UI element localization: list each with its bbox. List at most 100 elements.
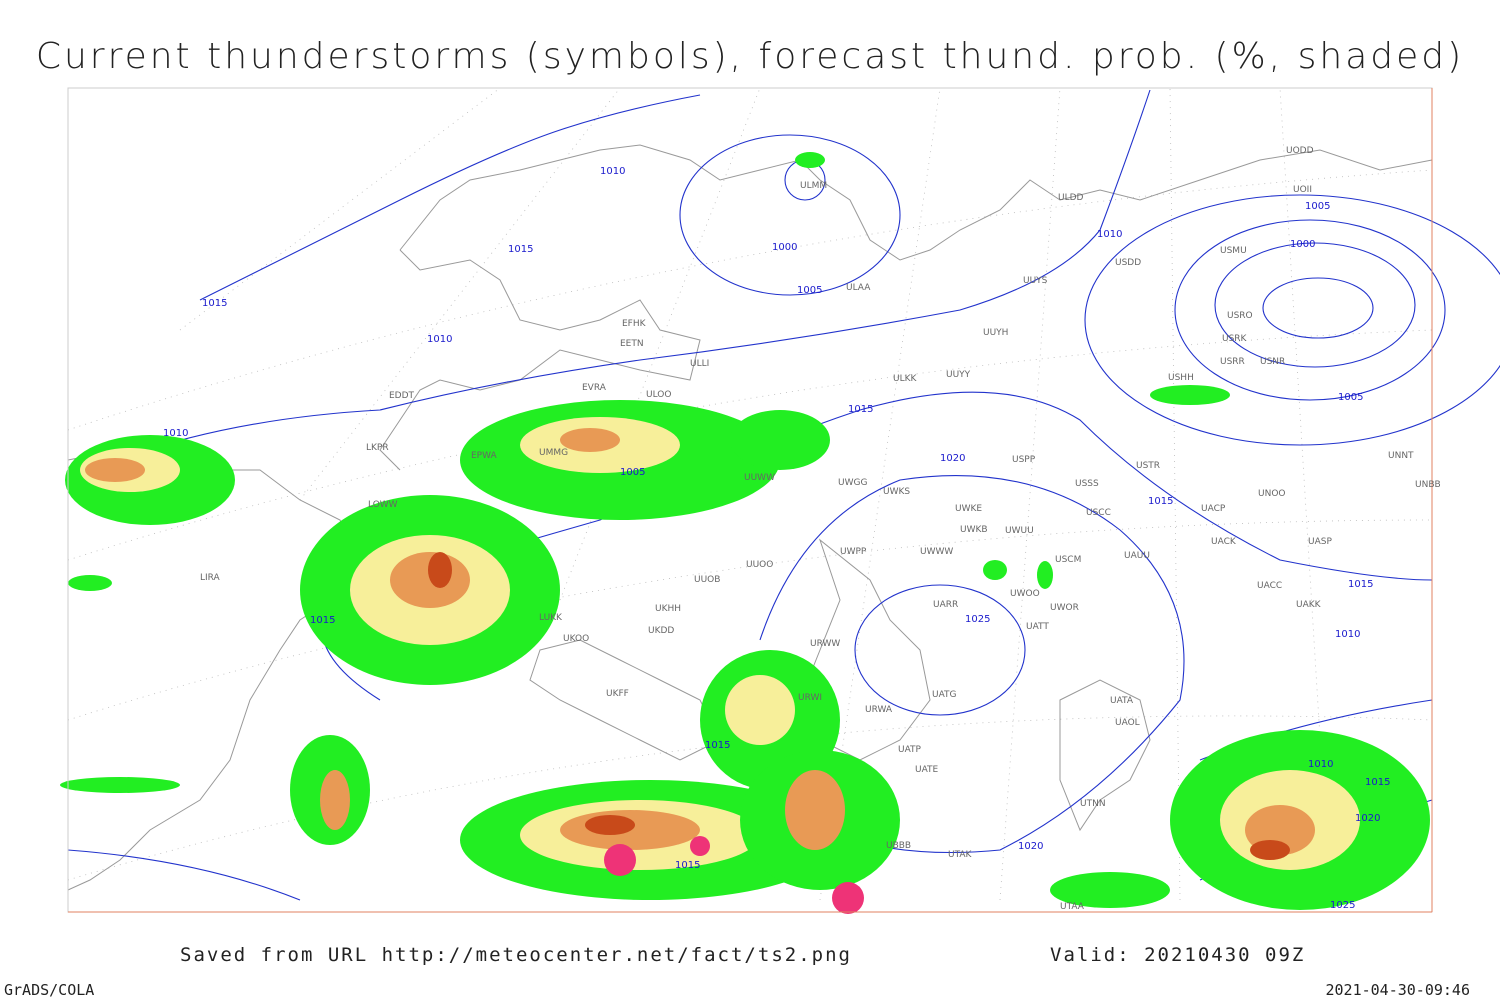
isobar-label: 1015 xyxy=(1365,777,1390,788)
station-label: UAUU xyxy=(1124,551,1150,561)
isobar-label: 1010 xyxy=(1308,759,1333,770)
station-label: UATP xyxy=(898,745,922,755)
isobar-label: 1015 xyxy=(310,615,335,626)
timestamp: 2021-04-30-09:46 xyxy=(1326,981,1471,999)
station-label: UNNT xyxy=(1388,451,1414,461)
isobar-label: 1025 xyxy=(1330,900,1355,911)
station-label: URWI xyxy=(798,693,822,703)
station-label: LOWW xyxy=(368,500,398,510)
station-label: USRR xyxy=(1220,357,1245,367)
station-label: UACK xyxy=(1211,537,1237,547)
station-label: EFHK xyxy=(622,319,647,329)
station-label: UUYH xyxy=(983,328,1008,338)
station-label: UNOO xyxy=(1258,489,1286,499)
station-label: UWPP xyxy=(840,547,867,557)
station-label: UASP xyxy=(1308,537,1332,547)
isobar-label: 1000 xyxy=(1290,239,1315,250)
station-label: EETN xyxy=(620,339,644,349)
station-label: UUYY xyxy=(946,370,971,380)
station-label: ULOO xyxy=(646,390,671,400)
station-label: UMMG xyxy=(539,448,568,458)
station-label: UUWW xyxy=(744,473,775,483)
isobar-label: 1010 xyxy=(600,166,625,177)
isobar-label: 1005 xyxy=(620,467,645,478)
station-label: USNR xyxy=(1260,357,1285,367)
station-label: ULDD xyxy=(1058,193,1084,203)
station-label: UTAA xyxy=(1060,902,1085,912)
station-label: USCC xyxy=(1086,508,1111,518)
station-label: UWOR xyxy=(1050,603,1079,613)
isobar-label: 1015 xyxy=(508,244,533,255)
station-label: UKDD xyxy=(648,626,674,636)
station-label: ULLI xyxy=(690,359,709,369)
station-label: ULMM xyxy=(800,181,827,191)
thunderstorm-symbols xyxy=(604,836,864,914)
station-label: UTAK xyxy=(948,850,973,860)
station-label: UATT xyxy=(1026,622,1049,632)
station-label: UNBB xyxy=(1415,480,1441,490)
isobar-label: 1000 xyxy=(772,242,797,253)
station-label: UWKB xyxy=(960,525,988,535)
isobars xyxy=(67,89,1500,901)
station-label: UWWW xyxy=(920,547,953,557)
station-label: UWGG xyxy=(838,478,867,488)
station-label: UARR xyxy=(933,600,958,610)
station-label: LIRA xyxy=(200,573,221,583)
station-label: UODD xyxy=(1286,146,1314,156)
station-label: USDD xyxy=(1115,258,1141,268)
isobar-label: 1015 xyxy=(1148,496,1173,507)
station-label: UAKK xyxy=(1296,600,1322,610)
station-label: UATE xyxy=(915,765,939,775)
station-label: UACC xyxy=(1257,581,1282,591)
isobar-label: 1010 xyxy=(1097,229,1122,240)
isobar-label: 1015 xyxy=(1348,579,1373,590)
station-label: USHH xyxy=(1168,373,1194,383)
station-label: UWKS xyxy=(883,487,910,497)
station-label: LKPR xyxy=(366,443,389,453)
probability-shading xyxy=(60,152,1430,910)
station-label: URWA xyxy=(865,705,893,715)
isobar-label: 1020 xyxy=(940,453,965,464)
station-label: UWOO xyxy=(1010,589,1040,599)
isobar-label: 1015 xyxy=(705,740,730,751)
valid-time: Valid: 20210430 09Z xyxy=(1050,944,1305,966)
station-label: USRO xyxy=(1227,311,1253,321)
station-label: USCM xyxy=(1055,555,1081,565)
station-label: UATG xyxy=(932,690,957,700)
isobar-label: 1015 xyxy=(202,298,227,309)
station-label: USMU xyxy=(1220,246,1247,256)
station-label: USTR xyxy=(1136,461,1160,471)
station-label: UOII xyxy=(1293,185,1312,195)
station-label: EVRA xyxy=(582,383,607,393)
station-label: UUOB xyxy=(694,575,720,585)
software: GrADS/COLA xyxy=(4,981,94,999)
station-label: ULAA xyxy=(846,283,871,293)
station-label: UKOO xyxy=(563,634,589,644)
station-label: UKHH xyxy=(655,604,681,614)
station-label: UWUU xyxy=(1005,526,1034,536)
station-label: UUOO xyxy=(746,560,773,570)
station-label: UUYS xyxy=(1023,276,1048,286)
isobar-label: 1010 xyxy=(427,334,452,345)
isobar-label: 1010 xyxy=(163,428,188,439)
station-label: UBBB xyxy=(886,841,911,851)
map-title: Current thunderstorms (symbols), forecas… xyxy=(36,36,1464,77)
station-label: EDDT xyxy=(389,391,415,401)
station-label: LUKK xyxy=(539,613,563,623)
isobar-label: 1010 xyxy=(1335,629,1360,640)
isobar-label: 1015 xyxy=(848,404,873,415)
isobar-label: 1005 xyxy=(1305,201,1330,212)
station-label: UTNN xyxy=(1080,799,1106,809)
isobar-label: 1020 xyxy=(1355,813,1380,824)
isobar-label: 1025 xyxy=(965,614,990,625)
station-label: UWKE xyxy=(955,504,982,514)
station-label: USRK xyxy=(1222,334,1248,344)
isobar-label: 1015 xyxy=(675,860,700,871)
station-label: USPP xyxy=(1012,455,1036,465)
station-label: ULKK xyxy=(893,374,918,384)
isobar-label: 1005 xyxy=(1338,392,1363,403)
station-label: USSS xyxy=(1075,479,1099,489)
isobar-label: 1005 xyxy=(797,285,822,296)
